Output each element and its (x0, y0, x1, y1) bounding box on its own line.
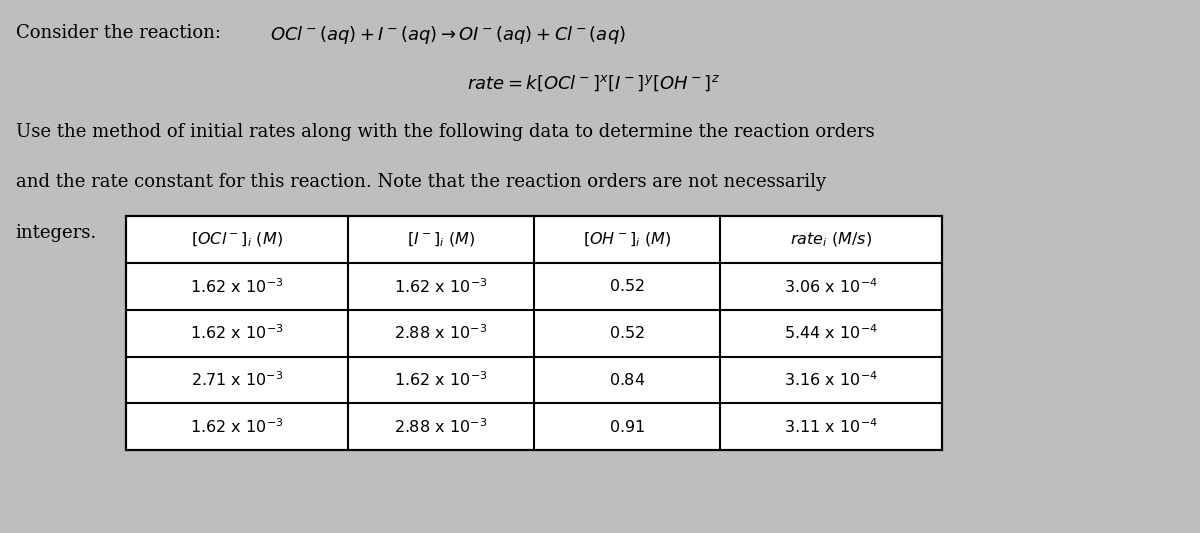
Text: $2.88\ \mathrm{x}\ 10^{-3}$: $2.88\ \mathrm{x}\ 10^{-3}$ (395, 324, 487, 343)
Bar (126, 216, 942, 450)
Text: $\it{OCl}^-(aq) + \it{I}^-(aq) \rightarrow \it{OI}^-(aq) + \it{Cl}^-(aq)$: $\it{OCl}^-(aq) + \it{I}^-(aq) \rightarr… (270, 24, 626, 46)
Text: $0.84$: $0.84$ (608, 372, 646, 388)
Text: $5.44\ \mathrm{x}\ 10^{-4}$: $5.44\ \mathrm{x}\ 10^{-4}$ (784, 324, 878, 343)
Text: integers.: integers. (16, 224, 97, 242)
Text: Consider the reaction:: Consider the reaction: (16, 24, 221, 42)
Text: $3.11\ \mathrm{x}\ 10^{-4}$: $3.11\ \mathrm{x}\ 10^{-4}$ (784, 417, 878, 437)
Text: $3.06\ \mathrm{x}\ 10^{-4}$: $3.06\ \mathrm{x}\ 10^{-4}$ (784, 277, 878, 296)
Text: $2.71\ \mathrm{x}\ 10^{-3}$: $2.71\ \mathrm{x}\ 10^{-3}$ (191, 370, 283, 390)
Text: $0.52$: $0.52$ (610, 278, 644, 294)
Text: $3.16\ \mathrm{x}\ 10^{-4}$: $3.16\ \mathrm{x}\ 10^{-4}$ (784, 370, 878, 390)
Text: $0.91$: $0.91$ (608, 419, 646, 435)
Text: $1.62\ \mathrm{x}\ 10^{-3}$: $1.62\ \mathrm{x}\ 10^{-3}$ (395, 277, 487, 296)
Text: $[OH^-]_i\ (M)$: $[OH^-]_i\ (M)$ (583, 230, 671, 248)
Text: $[OCl^-]_i\ (M)$: $[OCl^-]_i\ (M)$ (191, 230, 283, 248)
Text: $1.62\ \mathrm{x}\ 10^{-3}$: $1.62\ \mathrm{x}\ 10^{-3}$ (191, 417, 283, 437)
Text: and the rate constant for this reaction. Note that the reaction orders are not n: and the rate constant for this reaction.… (16, 173, 826, 191)
Text: $rate_i\ (M/s)$: $rate_i\ (M/s)$ (790, 230, 872, 248)
Text: $1.62\ \mathrm{x}\ 10^{-3}$: $1.62\ \mathrm{x}\ 10^{-3}$ (395, 370, 487, 390)
Text: $0.52$: $0.52$ (610, 325, 644, 341)
Text: $2.88\ \mathrm{x}\ 10^{-3}$: $2.88\ \mathrm{x}\ 10^{-3}$ (395, 417, 487, 437)
Text: $1.62\ \mathrm{x}\ 10^{-3}$: $1.62\ \mathrm{x}\ 10^{-3}$ (191, 277, 283, 296)
Text: $1.62\ \mathrm{x}\ 10^{-3}$: $1.62\ \mathrm{x}\ 10^{-3}$ (191, 324, 283, 343)
Text: Use the method of initial rates along with the following data to determine the r: Use the method of initial rates along wi… (16, 123, 875, 141)
Text: $\it{rate} = \it{k}[\it{OCl}^-]^x[\it{I}^-]^y[\it{OH}^-]^z$: $\it{rate} = \it{k}[\it{OCl}^-]^x[\it{I}… (468, 73, 720, 93)
Text: $[I^-]_i\ (M)$: $[I^-]_i\ (M)$ (407, 230, 475, 248)
